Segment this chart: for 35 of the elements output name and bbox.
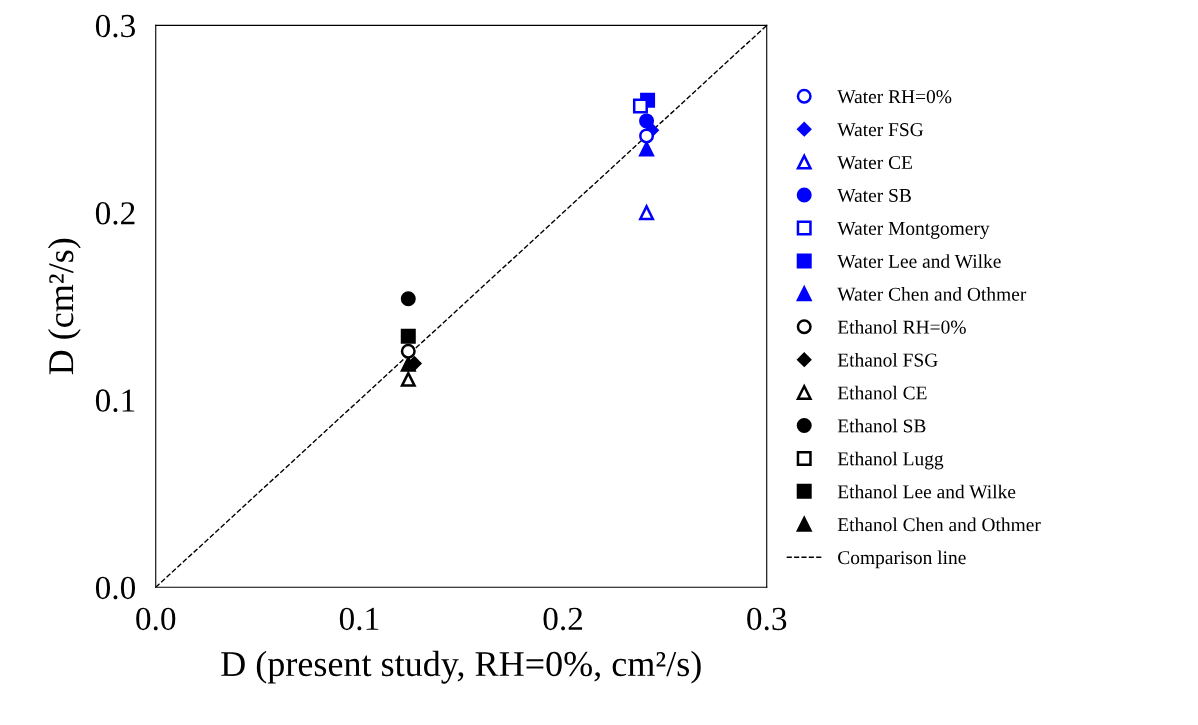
legend-label: Water Chen and Othmer: [837, 287, 1027, 301]
point: [400, 328, 416, 344]
legend-label: Ethanol CE: [837, 385, 927, 400]
x-tick-label: 0.2: [543, 607, 583, 631]
x-tick-label: 0.3: [747, 607, 787, 631]
legend-label: Comparison line: [838, 550, 966, 569]
legend-label: Ethanol FSG: [837, 352, 938, 367]
x-axis-title: D (present study, RH=0%, cm²/s): [221, 650, 701, 684]
legend-label: Ethanol RH=0%: [837, 320, 966, 334]
x-tick-label: 0.0: [136, 607, 176, 631]
y-tick-label: 0.2: [95, 202, 135, 225]
point: [400, 356, 416, 372]
point: [639, 113, 655, 129]
legend-label: Ethanol Lugg: [837, 451, 944, 470]
legend-label: Water CE: [837, 156, 912, 170]
legend-label: Water Montgomery: [837, 221, 990, 239]
point: [400, 343, 416, 359]
y-tick-label: 0.3: [95, 14, 135, 38]
point: [639, 205, 655, 221]
y-tick-label: 0.0: [95, 576, 136, 600]
point: [639, 128, 655, 144]
y-axis-title: D (cm²/s): [47, 238, 81, 375]
point: [400, 371, 416, 387]
x-tick-label: 0.1: [339, 607, 379, 631]
y-tick-label: 0.1: [95, 389, 135, 412]
legend-label: Water RH=0%: [837, 90, 952, 104]
legend-label: Ethanol Chen and Othmer: [837, 517, 1041, 532]
point: [400, 291, 416, 307]
legend-label: Water SB: [837, 188, 911, 203]
legend-label: Water FSG: [837, 123, 924, 137]
point: [639, 141, 655, 157]
point: [632, 98, 648, 114]
legend-label: Ethanol Lee and Wilke: [837, 484, 1016, 499]
legend-label: Ethanol SB: [837, 418, 926, 433]
legend-label: Water Lee and Wilke: [837, 254, 1001, 268]
